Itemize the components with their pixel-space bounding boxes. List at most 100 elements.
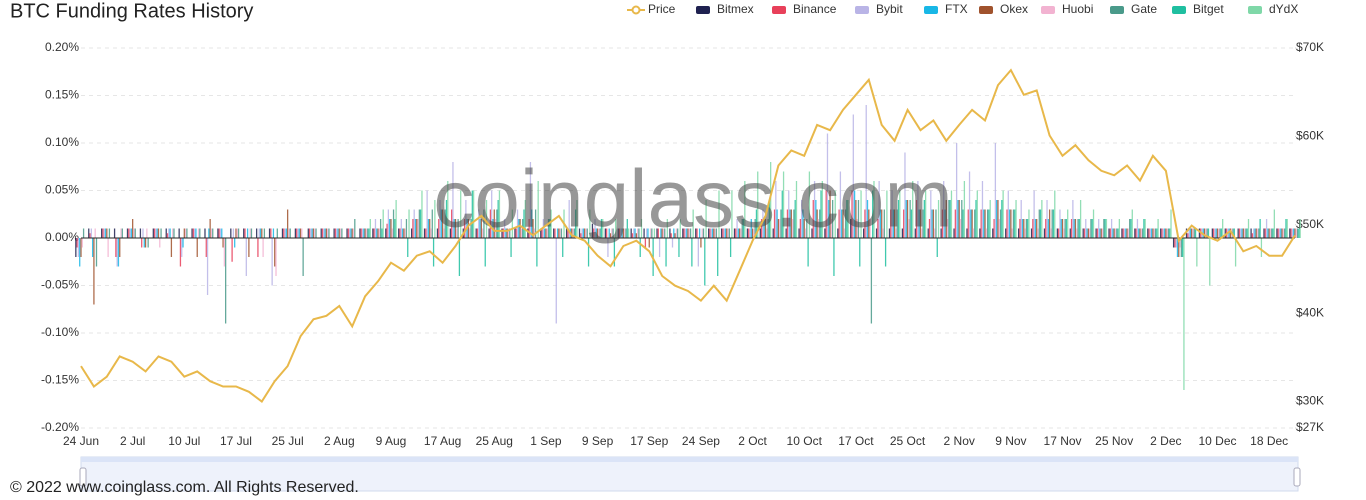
funding-bar — [1191, 228, 1193, 238]
funding-bar — [602, 219, 604, 238]
funding-bar — [862, 228, 865, 238]
funding-bar — [169, 228, 171, 238]
funding-bar — [1196, 238, 1198, 267]
funding-bar — [555, 238, 557, 324]
funding-bar — [838, 209, 840, 238]
funding-bar — [1156, 228, 1158, 238]
funding-bar — [165, 228, 167, 238]
funding-bar — [759, 228, 761, 238]
funding-bar — [895, 228, 897, 238]
legend-label[interactable]: dYdX — [1269, 2, 1298, 16]
funding-bar — [1194, 228, 1197, 238]
funding-bar — [912, 181, 914, 238]
funding-bar — [1165, 228, 1167, 238]
funding-bar — [717, 238, 719, 276]
legend-label[interactable]: Bitmex — [717, 2, 754, 16]
funding-bar — [159, 238, 161, 248]
funding-bar — [748, 228, 750, 238]
funding-bar — [451, 209, 453, 238]
funding-bar — [582, 228, 585, 238]
funding-bar — [1101, 228, 1104, 238]
legend-label[interactable]: Gate — [1131, 2, 1157, 16]
funding-bar — [855, 200, 857, 238]
funding-bar — [1218, 228, 1220, 238]
funding-bar — [798, 228, 800, 238]
y2-tick-label: $40K — [1296, 305, 1324, 319]
funding-bar — [1007, 190, 1009, 238]
funding-bar — [420, 209, 422, 238]
funding-bar — [932, 209, 935, 238]
funding-bar — [1265, 219, 1268, 238]
funding-bar — [923, 200, 925, 238]
funding-bar — [657, 228, 659, 238]
funding-bar — [197, 228, 200, 238]
legend-label[interactable]: Bybit — [876, 2, 903, 16]
funding-bar — [949, 200, 951, 238]
legend-marker — [979, 6, 993, 14]
funding-bar — [992, 228, 994, 238]
funding-bar — [361, 228, 364, 238]
funding-bar — [516, 209, 519, 238]
funding-bar — [1276, 228, 1278, 238]
funding-bar — [456, 228, 458, 238]
funding-bar — [1277, 228, 1279, 238]
funding-bar — [1250, 228, 1252, 238]
funding-bar — [1166, 228, 1168, 238]
funding-bar — [547, 219, 550, 238]
funding-bar — [276, 228, 278, 238]
funding-bar — [117, 238, 120, 267]
funding-bar — [262, 238, 264, 257]
funding-bar — [364, 228, 366, 238]
funding-bar — [439, 200, 441, 238]
funding-bar — [1147, 228, 1149, 238]
watermark: coinglass.com — [433, 154, 953, 245]
funding-bar — [1295, 228, 1297, 238]
funding-bar — [338, 228, 340, 238]
zoom-handle-right[interactable] — [1293, 467, 1301, 487]
funding-bar — [675, 228, 678, 238]
funding-bar — [701, 228, 703, 238]
funding-bar — [1020, 200, 1022, 238]
legend-label[interactable]: Huobi — [1062, 2, 1093, 16]
funding-bar — [958, 200, 960, 238]
legend-label[interactable]: Bitget — [1193, 2, 1224, 16]
funding-bar — [90, 228, 92, 238]
funding-bar — [134, 228, 136, 238]
funding-bar — [1126, 228, 1128, 238]
funding-bar — [352, 228, 355, 238]
zoom-handle-left[interactable] — [79, 467, 87, 487]
funding-bar — [129, 228, 131, 238]
funding-bar — [545, 228, 547, 238]
funding-bar — [554, 228, 556, 238]
legend-label[interactable]: Okex — [1000, 2, 1028, 16]
funding-bar — [710, 228, 712, 238]
zoom-slider[interactable] — [80, 456, 1299, 492]
legend-label[interactable]: Binance — [793, 2, 837, 16]
funding-bar — [1260, 238, 1263, 257]
funding-bar — [607, 238, 609, 257]
funding-bar — [683, 228, 685, 238]
funding-bar — [1175, 238, 1177, 248]
legend-label[interactable]: FTX — [945, 2, 968, 16]
funding-bar — [261, 228, 263, 238]
funding-bar — [1246, 228, 1248, 238]
zoom-handle-bar[interactable] — [81, 457, 1298, 462]
funding-bar — [795, 181, 798, 238]
funding-bar — [387, 209, 390, 238]
x-tick-label: 25 Oct — [890, 434, 926, 448]
funding-bar — [866, 200, 869, 238]
funding-bar — [502, 228, 504, 238]
funding-bar — [102, 228, 104, 238]
funding-bar — [294, 228, 297, 238]
funding-bar — [274, 238, 276, 267]
funding-bar — [1228, 228, 1230, 238]
funding-bar — [257, 238, 259, 257]
funding-bar — [153, 228, 156, 238]
funding-bar — [884, 238, 887, 267]
legend-marker — [924, 6, 938, 14]
funding-bar — [255, 228, 258, 238]
legend-label[interactable]: Price — [648, 2, 676, 16]
funding-bar — [348, 228, 351, 238]
funding-bar — [904, 152, 906, 238]
funding-bar — [686, 228, 688, 238]
